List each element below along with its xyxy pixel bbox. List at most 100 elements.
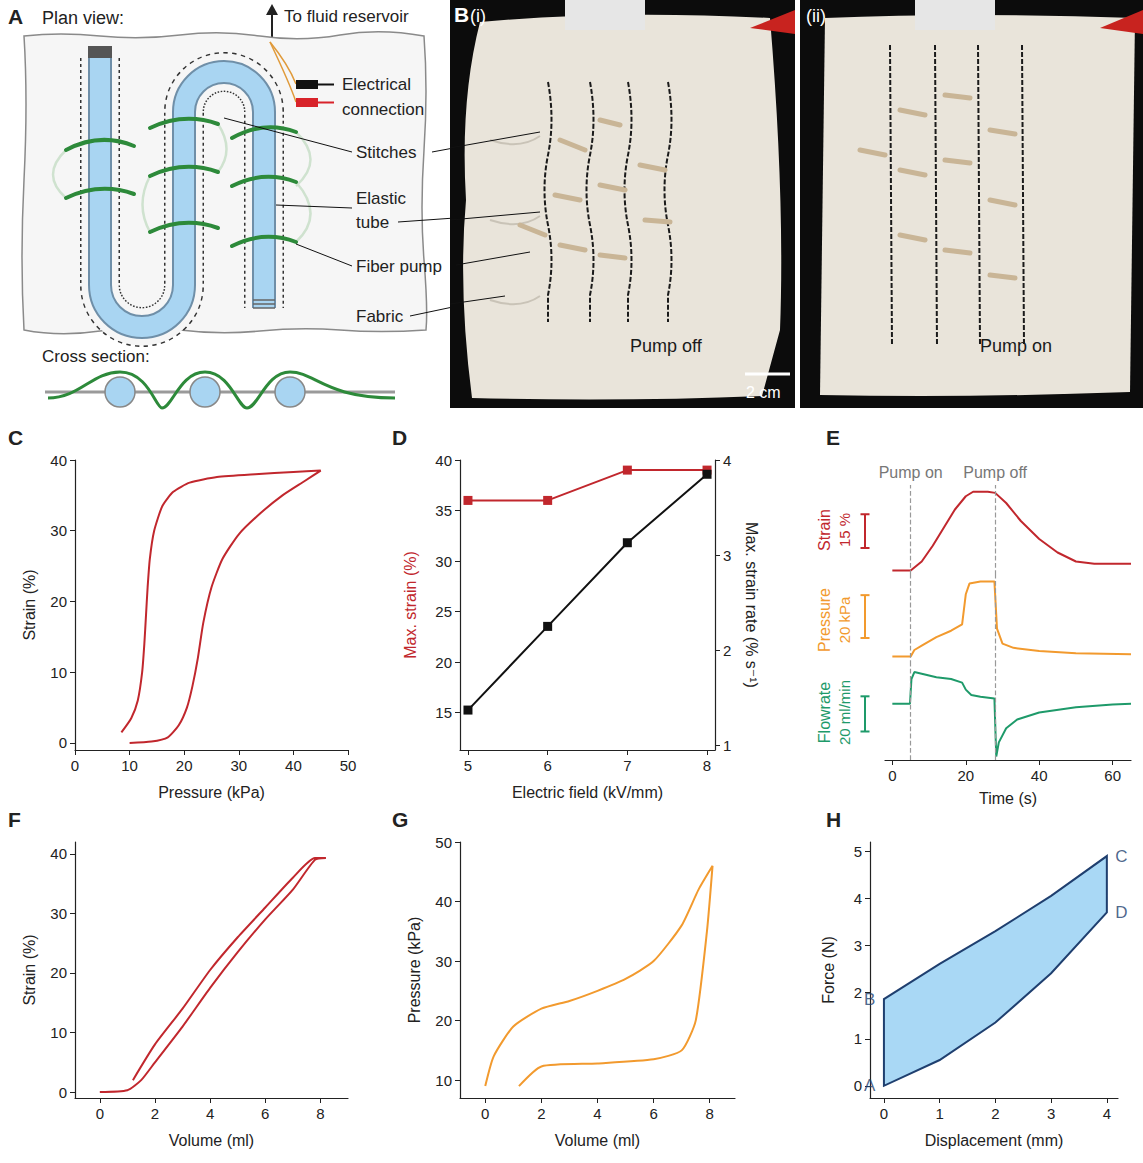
svg-text:B: B: [864, 990, 875, 1009]
svg-text:20: 20: [957, 767, 974, 784]
svg-text:20: 20: [435, 654, 452, 671]
svg-text:20: 20: [176, 757, 193, 774]
svg-text:25: 25: [435, 603, 452, 620]
svg-text:(i): (i): [470, 6, 486, 26]
svg-text:D: D: [1115, 903, 1127, 922]
svg-text:A: A: [8, 5, 23, 28]
svg-text:Fabric: Fabric: [356, 307, 404, 326]
svg-text:20 ml/min: 20 ml/min: [836, 680, 853, 745]
svg-text:Strain: Strain: [816, 509, 833, 551]
svg-text:20: 20: [50, 964, 67, 981]
svg-text:Displacement (mm): Displacement (mm): [925, 1132, 1064, 1149]
svg-text:Pressure (kPa): Pressure (kPa): [158, 784, 265, 801]
svg-text:Max. strain rate (% s⁻¹): Max. strain rate (% s⁻¹): [743, 522, 760, 688]
svg-text:15 %: 15 %: [836, 513, 853, 547]
svg-text:30: 30: [50, 905, 67, 922]
svg-text:15: 15: [435, 704, 452, 721]
svg-text:Pressure: Pressure: [816, 588, 833, 652]
svg-text:Volume (ml): Volume (ml): [555, 1132, 640, 1149]
svg-text:2: 2: [151, 1105, 159, 1122]
svg-text:Strain (%): Strain (%): [21, 569, 38, 640]
svg-text:4: 4: [593, 1105, 601, 1122]
svg-text:50: 50: [435, 834, 452, 851]
svg-text:10: 10: [50, 664, 67, 681]
svg-text:7: 7: [623, 757, 631, 774]
svg-text:10: 10: [435, 1072, 452, 1089]
svg-text:Pump on: Pump on: [879, 464, 943, 481]
svg-text:20 kPa: 20 kPa: [836, 596, 853, 643]
svg-text:Electrical: Electrical: [342, 75, 411, 94]
svg-text:4: 4: [854, 890, 862, 907]
svg-text:Flowrate: Flowrate: [816, 682, 833, 743]
svg-text:8: 8: [316, 1105, 324, 1122]
svg-text:3: 3: [1047, 1105, 1055, 1122]
svg-text:30: 30: [435, 553, 452, 570]
svg-text:Electric field (kV/mm): Electric field (kV/mm): [512, 784, 663, 801]
svg-text:0: 0: [59, 1084, 67, 1101]
svg-text:0: 0: [854, 1077, 862, 1094]
svg-text:40: 40: [1031, 767, 1048, 784]
svg-text:40: 40: [435, 893, 452, 910]
svg-text:Pressure (kPa): Pressure (kPa): [406, 917, 423, 1024]
svg-text:2: 2: [991, 1105, 999, 1122]
svg-text:Plan view:: Plan view:: [42, 8, 124, 28]
svg-text:40: 40: [50, 845, 67, 862]
svg-text:A: A: [864, 1076, 876, 1095]
svg-text:40: 40: [435, 452, 452, 469]
svg-text:2: 2: [723, 642, 731, 659]
svg-text:5: 5: [464, 757, 472, 774]
svg-text:B: B: [454, 3, 469, 26]
svg-text:connection: connection: [342, 100, 424, 119]
svg-text:Pump on: Pump on: [980, 336, 1052, 356]
svg-text:8: 8: [706, 1105, 714, 1122]
svg-text:10: 10: [50, 1024, 67, 1041]
svg-text:2 cm: 2 cm: [746, 384, 781, 401]
svg-text:0: 0: [880, 1105, 888, 1122]
svg-text:0: 0: [96, 1105, 104, 1122]
svg-text:0: 0: [481, 1105, 489, 1122]
svg-text:40: 40: [50, 452, 67, 469]
svg-text:3: 3: [854, 937, 862, 954]
svg-text:0: 0: [71, 757, 79, 774]
svg-text:Elastic: Elastic: [356, 189, 407, 208]
svg-text:30: 30: [230, 757, 247, 774]
svg-text:35: 35: [435, 502, 452, 519]
svg-text:3: 3: [723, 547, 731, 564]
svg-text:40: 40: [285, 757, 302, 774]
svg-text:2: 2: [537, 1105, 545, 1122]
svg-text:1: 1: [935, 1105, 943, 1122]
svg-text:Pump off: Pump off: [963, 464, 1027, 481]
svg-text:Pump off: Pump off: [630, 336, 703, 356]
svg-text:20: 20: [435, 1012, 452, 1029]
svg-text:Stitches: Stitches: [356, 143, 416, 162]
svg-text:Max. strain (%): Max. strain (%): [402, 551, 419, 659]
svg-text:0: 0: [59, 734, 67, 751]
svg-text:20: 20: [50, 593, 67, 610]
svg-text:5: 5: [854, 843, 862, 860]
svg-text:Time (s): Time (s): [979, 790, 1037, 807]
svg-text:6: 6: [649, 1105, 657, 1122]
svg-text:Volume (ml): Volume (ml): [169, 1132, 254, 1149]
svg-text:8: 8: [703, 757, 711, 774]
svg-text:30: 30: [435, 953, 452, 970]
svg-text:tube: tube: [356, 213, 389, 232]
svg-text:6: 6: [543, 757, 551, 774]
svg-text:Force (N): Force (N): [820, 936, 837, 1004]
svg-text:Fiber pump: Fiber pump: [356, 257, 442, 276]
svg-text:4: 4: [206, 1105, 214, 1122]
svg-text:Strain (%): Strain (%): [21, 934, 38, 1005]
svg-text:50: 50: [340, 757, 357, 774]
svg-text:1: 1: [723, 737, 731, 754]
svg-text:(ii): (ii): [806, 6, 826, 26]
svg-text:0: 0: [888, 767, 896, 784]
svg-text:1: 1: [854, 1030, 862, 1047]
svg-text:4: 4: [1103, 1105, 1111, 1122]
svg-text:6: 6: [261, 1105, 269, 1122]
svg-text:2: 2: [854, 984, 862, 1001]
svg-text:10: 10: [121, 757, 138, 774]
svg-text:60: 60: [1104, 767, 1121, 784]
svg-text:Cross section:: Cross section:: [42, 347, 150, 366]
svg-text:30: 30: [50, 522, 67, 539]
svg-text:4: 4: [723, 452, 731, 469]
svg-text:C: C: [1115, 847, 1127, 866]
